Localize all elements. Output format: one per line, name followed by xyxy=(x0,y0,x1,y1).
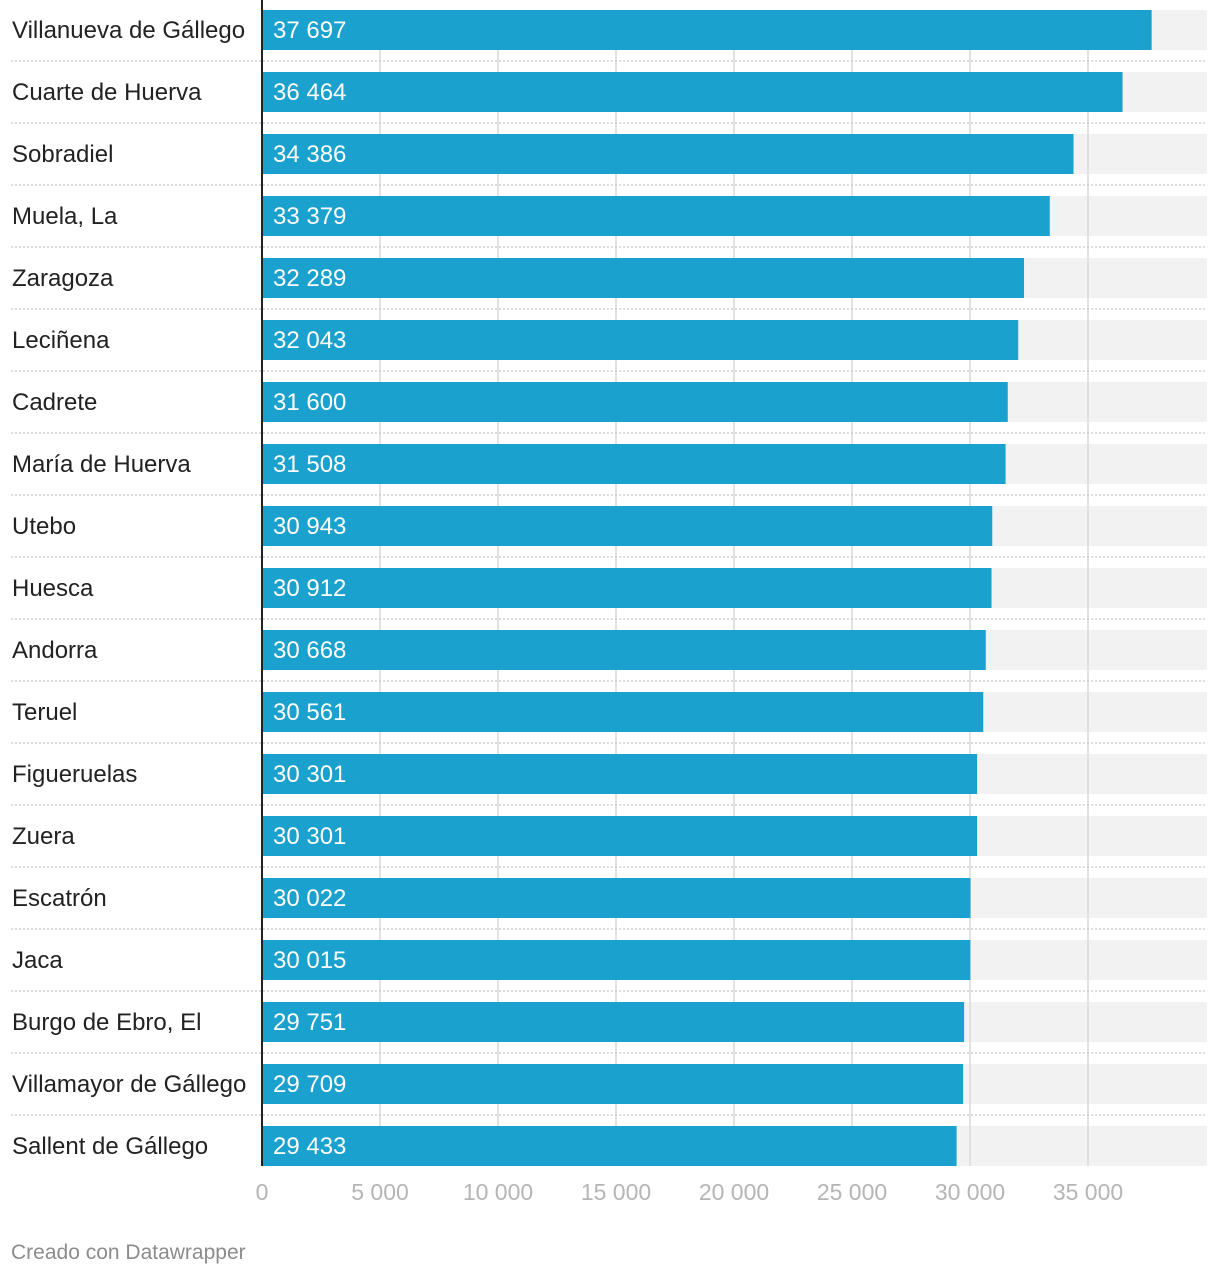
bar xyxy=(262,1064,964,1104)
bar xyxy=(262,816,978,856)
bar xyxy=(262,1002,965,1042)
x-tick-label: 0 xyxy=(256,1179,269,1205)
bar-value-label: 30 561 xyxy=(273,699,346,726)
x-tick-label: 5 000 xyxy=(351,1179,409,1205)
bar-chart: 37 697 Villanueva de Gállego 36 464 Cuarte … xyxy=(11,0,1207,1205)
bar-value-label: 30 301 xyxy=(273,823,346,850)
category-label: Jaca xyxy=(12,947,63,974)
category-label: Burgo de Ebro, El xyxy=(12,1009,201,1036)
bar xyxy=(262,568,992,608)
x-tick-label: 30 000 xyxy=(935,1179,1005,1205)
bar xyxy=(262,754,978,794)
category-label: Figueruelas xyxy=(12,761,137,788)
bar-value-label: 33 379 xyxy=(273,203,346,230)
bar-value-label: 30 022 xyxy=(273,885,346,912)
x-tick-label: 15 000 xyxy=(581,1179,651,1205)
bar xyxy=(262,72,1123,112)
bar-value-label: 31 508 xyxy=(273,451,346,478)
bar-value-label: 29 709 xyxy=(273,1071,346,1098)
credit-text: Creado con Datawrapper xyxy=(11,1241,246,1264)
category-label: Escatrón xyxy=(12,885,107,912)
bar-value-label: 34 386 xyxy=(273,141,346,168)
category-label: Muela, La xyxy=(12,203,118,230)
x-tick-label: 10 000 xyxy=(463,1179,533,1205)
bar-value-label: 30 015 xyxy=(273,947,346,974)
category-label: Villanueva de Gállego xyxy=(12,17,245,44)
category-label: Utebo xyxy=(12,513,76,540)
bar-value-label: 29 751 xyxy=(273,1009,346,1036)
bar xyxy=(262,196,1050,236)
category-label: María de Huerva xyxy=(12,451,191,478)
bar xyxy=(262,692,984,732)
category-label: Villamayor de Gállego xyxy=(12,1071,246,1098)
bar xyxy=(262,258,1025,298)
bar xyxy=(262,878,971,918)
bar xyxy=(262,506,993,546)
bar xyxy=(262,444,1006,484)
category-label: Cuarte de Huerva xyxy=(12,79,202,106)
category-label: Cadrete xyxy=(12,389,97,416)
x-tick-label: 25 000 xyxy=(817,1179,887,1205)
bar xyxy=(262,134,1074,174)
bar-value-label: 30 943 xyxy=(273,513,346,540)
bar xyxy=(262,382,1008,422)
x-tick-label: 35 000 xyxy=(1053,1179,1123,1205)
category-label: Zaragoza xyxy=(12,265,114,292)
category-label: Sobradiel xyxy=(12,141,113,168)
category-label: Huesca xyxy=(12,575,94,602)
category-label: Andorra xyxy=(12,637,98,664)
bar xyxy=(262,10,1152,50)
bar-value-label: 29 433 xyxy=(273,1133,346,1160)
bar-value-label: 32 043 xyxy=(273,327,346,354)
category-label: Teruel xyxy=(12,699,77,726)
x-tick-label: 20 000 xyxy=(699,1179,769,1205)
bar-value-label: 36 464 xyxy=(273,79,346,106)
bar xyxy=(262,1126,957,1166)
bar-value-label: 31 600 xyxy=(273,389,346,416)
category-label: Sallent de Gállego xyxy=(12,1133,208,1160)
bar-value-label: 30 301 xyxy=(273,761,346,788)
category-label: Leciñena xyxy=(12,327,110,354)
bar xyxy=(262,630,986,670)
bar-value-label: 37 697 xyxy=(273,17,346,44)
bar-value-label: 30 912 xyxy=(273,575,346,602)
bar xyxy=(262,940,971,980)
bar-value-label: 30 668 xyxy=(273,637,346,664)
bar xyxy=(262,320,1019,360)
category-label: Zuera xyxy=(12,823,75,850)
bar-value-label: 32 289 xyxy=(273,265,346,292)
